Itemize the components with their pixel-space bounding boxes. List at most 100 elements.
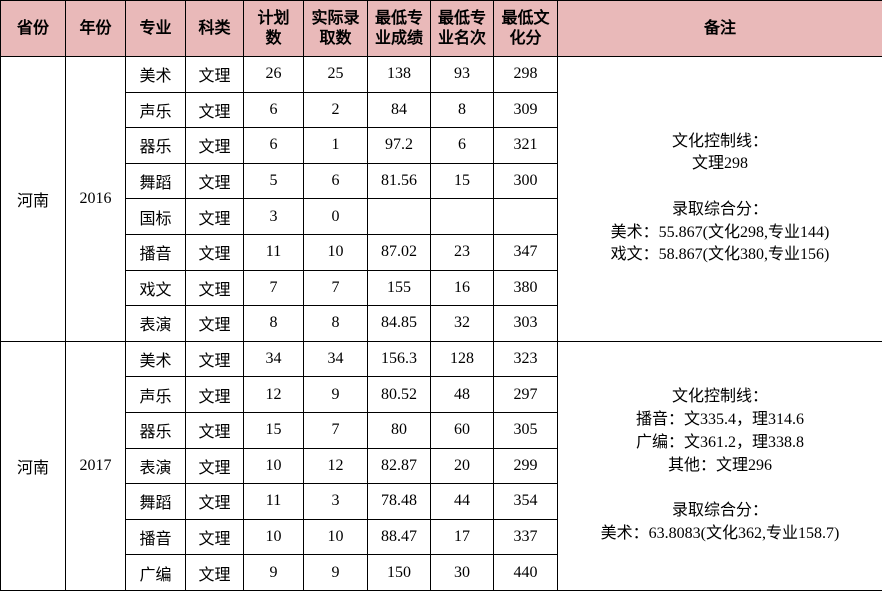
plan-cell: 15 <box>243 411 304 449</box>
min-major-rank-cell: 30 <box>430 554 494 591</box>
header-subject-type: 科类 <box>185 0 244 57</box>
major-cell: 声乐 <box>125 376 186 413</box>
min-major-rank-cell: 17 <box>430 518 494 556</box>
admitted-cell: 7 <box>303 411 368 449</box>
min-culture-score-cell: 440 <box>493 554 558 591</box>
min-culture-score-cell: 321 <box>493 127 558 164</box>
header-planned-count: 计划 数 <box>243 0 304 57</box>
remark-cell-2017: 文化控制线： 播音：文335.4，理314.6 广编：文361.2，理338.8… <box>557 340 882 591</box>
min-culture-score-cell: 299 <box>493 447 558 485</box>
min-major-score-cell: 97.2 <box>367 127 431 164</box>
major-cell: 戏文 <box>125 269 186 307</box>
min-major-score-cell <box>367 198 431 235</box>
major-cell: 表演 <box>125 305 186 342</box>
min-major-score-cell: 155 <box>367 269 431 307</box>
header-province: 省份 <box>0 0 66 57</box>
header-remark: 备注 <box>557 0 882 57</box>
subject-cell: 文理 <box>185 91 244 129</box>
province-cell-2016: 河南 <box>0 56 66 342</box>
subject-cell: 文理 <box>185 447 244 485</box>
plan-cell: 10 <box>243 518 304 556</box>
admitted-cell: 0 <box>303 198 368 235</box>
plan-cell: 3 <box>243 198 304 235</box>
subject-cell: 文理 <box>185 518 244 556</box>
province-cell-2017: 河南 <box>0 340 66 591</box>
min-culture-score-cell: 305 <box>493 411 558 449</box>
subject-cell: 文理 <box>185 554 244 591</box>
table-row: 播音 文理 11 10 87.02 23 347 <box>1 233 882 271</box>
major-cell: 国标 <box>125 198 186 235</box>
min-major-score-cell: 81.56 <box>367 162 431 200</box>
major-cell: 舞蹈 <box>125 162 186 200</box>
subject-cell: 文理 <box>185 56 244 93</box>
admitted-cell: 9 <box>303 554 368 591</box>
min-major-rank-cell: 60 <box>430 411 494 449</box>
plan-cell: 26 <box>243 56 304 93</box>
min-major-score-cell: 150 <box>367 554 431 591</box>
admitted-cell: 2 <box>303 91 368 129</box>
min-major-rank-cell: 16 <box>430 269 494 307</box>
min-culture-score-cell: 347 <box>493 233 558 271</box>
major-cell: 声乐 <box>125 91 186 129</box>
major-cell: 美术 <box>125 56 186 93</box>
table-row: 声乐 文理 6 2 84 8 309 <box>1 91 882 129</box>
subject-cell: 文理 <box>185 340 244 378</box>
table-row: 广编 文理 9 9 150 30 440 <box>1 554 882 591</box>
min-major-rank-cell: 8 <box>430 91 494 129</box>
table-row: 舞蹈 文理 5 6 81.56 15 300 <box>1 162 882 200</box>
remark-cell-2016: 文化控制线： 文理298 录取综合分： 美术：55.867(文化298,专业14… <box>557 56 882 342</box>
table-row: 戏文 文理 7 7 155 16 380 <box>1 269 882 307</box>
major-cell: 舞蹈 <box>125 483 186 520</box>
header-year: 年份 <box>65 0 126 57</box>
min-culture-score-cell: 380 <box>493 269 558 307</box>
header-min-major-score: 最低专 业成绩 <box>367 0 431 57</box>
subject-cell: 文理 <box>185 127 244 164</box>
admitted-cell: 34 <box>303 340 368 378</box>
header-actual-admitted: 实际录 取数 <box>303 0 368 57</box>
subject-cell: 文理 <box>185 162 244 200</box>
min-major-rank-cell: 6 <box>430 127 494 164</box>
min-major-score-cell: 78.48 <box>367 483 431 520</box>
min-major-rank-cell: 15 <box>430 162 494 200</box>
major-cell: 广编 <box>125 554 186 591</box>
min-major-rank-cell: 32 <box>430 305 494 342</box>
min-major-score-cell: 84 <box>367 91 431 129</box>
min-culture-score-cell: 323 <box>493 340 558 378</box>
major-cell: 美术 <box>125 340 186 378</box>
min-major-rank-cell: 93 <box>430 56 494 93</box>
admitted-cell: 10 <box>303 518 368 556</box>
plan-cell: 12 <box>243 376 304 413</box>
min-culture-score-cell: 300 <box>493 162 558 200</box>
major-cell: 器乐 <box>125 411 186 449</box>
subject-cell: 文理 <box>185 233 244 271</box>
major-cell: 播音 <box>125 518 186 556</box>
plan-cell: 34 <box>243 340 304 378</box>
admitted-cell: 6 <box>303 162 368 200</box>
admitted-cell: 3 <box>303 483 368 520</box>
min-culture-score-cell: 337 <box>493 518 558 556</box>
min-major-rank-cell: 23 <box>430 233 494 271</box>
subject-cell: 文理 <box>185 376 244 413</box>
year-cell-2017: 2017 <box>65 340 126 591</box>
plan-cell: 8 <box>243 305 304 342</box>
major-cell: 播音 <box>125 233 186 271</box>
table-row: 河南 2016 美术 文理 26 25 138 93 298 文化控制线： 文理… <box>0 56 882 342</box>
min-culture-score-cell: 303 <box>493 305 558 342</box>
plan-cell: 11 <box>243 483 304 520</box>
min-culture-score-cell: 309 <box>493 91 558 129</box>
min-major-score-cell: 82.87 <box>367 447 431 485</box>
header-major: 专业 <box>125 0 186 57</box>
subject-cell: 文理 <box>185 269 244 307</box>
plan-cell: 7 <box>243 269 304 307</box>
min-major-rank-cell: 128 <box>430 340 494 378</box>
admitted-cell: 9 <box>303 376 368 413</box>
plan-cell: 9 <box>243 554 304 591</box>
admitted-cell: 12 <box>303 447 368 485</box>
subject-cell: 文理 <box>185 305 244 342</box>
header-min-major-rank: 最低专 业名次 <box>430 0 494 57</box>
min-major-score-cell: 80.52 <box>367 376 431 413</box>
table-row: 河南 2017 美术 文理 34 34 156.3 128 323 文化控制线：… <box>0 340 882 591</box>
admitted-cell: 1 <box>303 127 368 164</box>
min-culture-score-cell: 297 <box>493 376 558 413</box>
